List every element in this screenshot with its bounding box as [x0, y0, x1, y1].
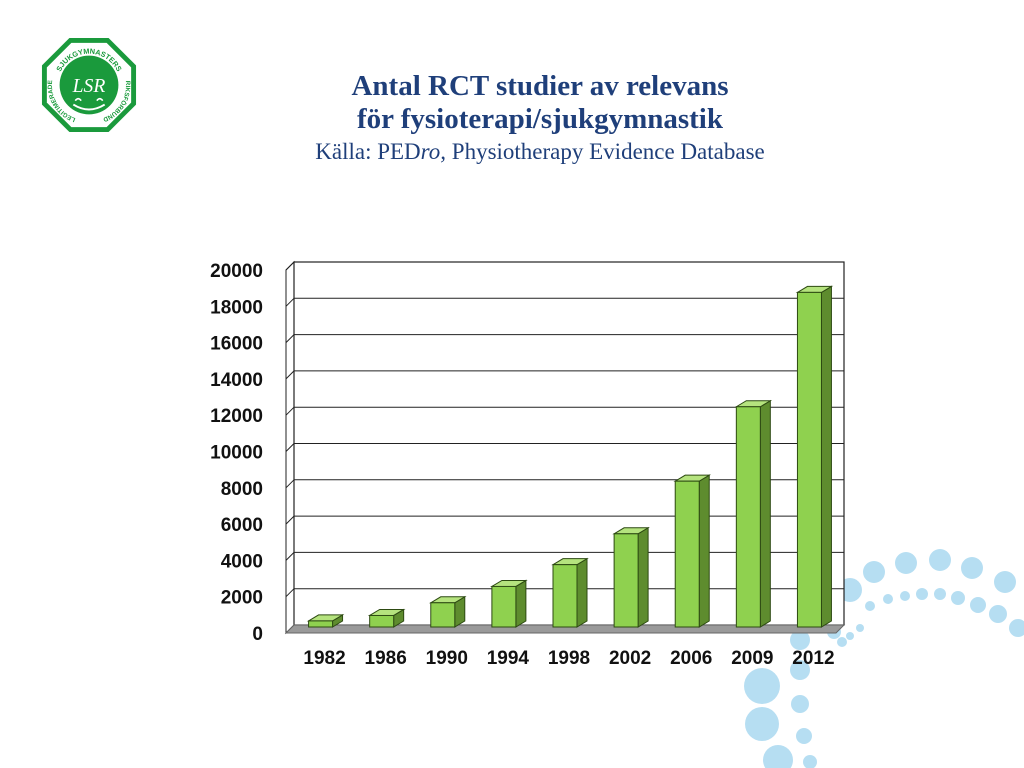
decorative-dot [895, 552, 917, 574]
y-tick-label: 16000 [210, 334, 263, 355]
x-tick-label: 1982 [303, 648, 345, 669]
decorative-dot [796, 728, 812, 744]
bar [308, 620, 334, 628]
decorative-dot [916, 588, 928, 600]
source-italic: ro, [420, 139, 447, 164]
source-prefix: Källa: PED [315, 139, 421, 164]
y-tick-label: 20000 [210, 261, 263, 282]
source-suffix: Physiotherapy Evidence Database [446, 139, 765, 164]
bar-side [759, 399, 771, 628]
bar [552, 564, 578, 628]
y-tick-label: 2000 [221, 588, 263, 609]
gridline-side [285, 588, 295, 598]
decorative-dot [803, 755, 817, 768]
decorative-dot [989, 605, 1007, 623]
y-tick-label: 14000 [210, 370, 263, 391]
decorative-dot [856, 624, 864, 632]
decorative-dot [934, 588, 946, 600]
source-line: Källa: PEDro, Physiotherapy Evidence Dat… [200, 136, 880, 168]
gridline-side [285, 261, 295, 271]
gridline-side [285, 552, 295, 561]
bar [491, 585, 517, 628]
lsr-logo: SJUKGYMNASTERS LEGITIMERADE RIKSFÖRBUND … [41, 37, 137, 133]
y-tick-label: 4000 [221, 551, 263, 572]
bar [735, 406, 761, 628]
x-tick-label: 1986 [365, 648, 407, 669]
decorative-dot [744, 668, 780, 704]
decorative-dot [763, 745, 793, 768]
gridline-side [285, 334, 295, 343]
page-title-line-2: för fysioterapi/sjukgymnastik [356, 103, 723, 135]
decorative-dot [837, 637, 847, 647]
decorative-dot [865, 601, 875, 611]
decorative-dot [970, 597, 986, 613]
y-tick-label: 8000 [221, 479, 263, 500]
decorative-dot [790, 630, 810, 650]
gridline-side [285, 479, 295, 489]
decorative-dot [929, 549, 951, 571]
bar-side [820, 285, 832, 628]
decorative-dot [745, 707, 779, 741]
title-block: Antal RCT studier av relevans för fysiot… [200, 70, 880, 168]
bar [674, 480, 700, 628]
bar [430, 602, 456, 628]
bar-side [515, 579, 527, 628]
y-tick-label: 12000 [210, 406, 263, 427]
y-tick-label: 10000 [210, 443, 263, 464]
decorative-dot [863, 561, 885, 583]
decorative-dot [1009, 619, 1024, 637]
logo-monogram: LSR [72, 76, 106, 97]
bar-side [637, 526, 649, 628]
decorative-dot [961, 557, 983, 579]
gridline-side [285, 406, 295, 416]
x-tick-label: 1990 [426, 648, 468, 669]
decorative-dot [791, 695, 809, 713]
y-tick-label: 6000 [221, 515, 263, 536]
decorative-dot [846, 632, 854, 640]
y-tick-label: 18000 [210, 297, 263, 318]
decorative-dot [883, 594, 893, 604]
gridline-side [285, 297, 295, 307]
bar-side [698, 474, 710, 628]
gridline-side [285, 515, 295, 525]
bar [613, 533, 639, 628]
bar [796, 291, 822, 628]
decorative-dot [994, 571, 1016, 593]
x-tick-label: 2002 [609, 648, 651, 669]
x-tick-label: 2006 [670, 648, 712, 669]
gridline-side [285, 370, 295, 380]
gridline-side [285, 443, 295, 452]
bar [369, 614, 395, 628]
x-tick-label: 2009 [731, 648, 773, 669]
decorative-dot [951, 591, 965, 605]
chart-floor [284, 624, 846, 634]
bar-side [576, 557, 588, 628]
y-tick-label: 0 [252, 624, 263, 645]
decorative-dot [790, 660, 810, 680]
x-tick-label: 1998 [548, 648, 590, 669]
x-tick-label: 2012 [792, 648, 834, 669]
x-tick-label: 1994 [487, 648, 530, 669]
page-title-line-1: Antal RCT studier av relevans [351, 70, 729, 102]
decorative-dot [900, 591, 910, 601]
